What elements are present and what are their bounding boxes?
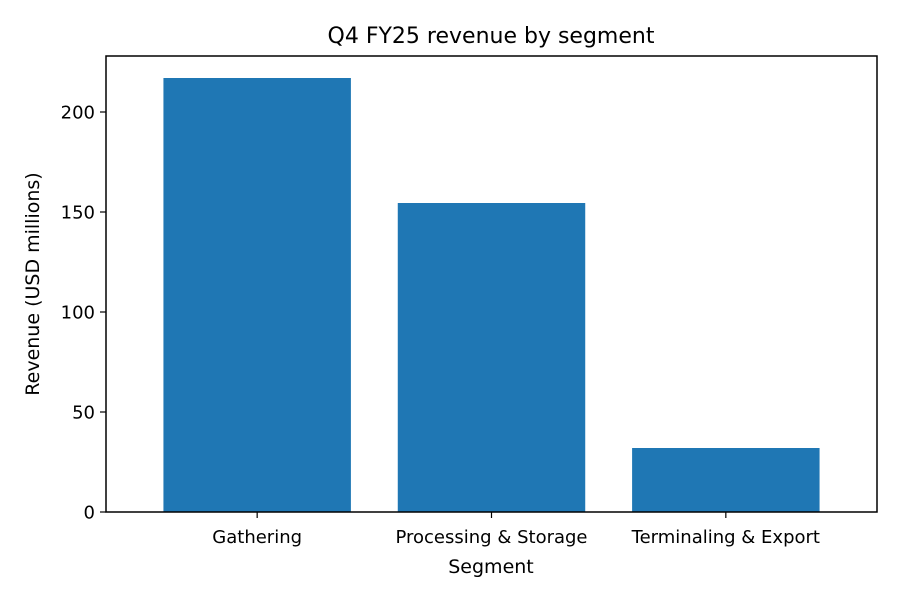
bar-processing-storage <box>397 203 586 512</box>
chart-title: Q4 FY25 revenue by segment <box>328 24 655 49</box>
x-tick-label: Processing & Storage <box>395 527 587 548</box>
x-tick-label: Gathering <box>212 527 302 548</box>
plot-area: Gathering Processing & Storage Terminaling… <box>61 78 820 548</box>
y-tick-label: 50 <box>72 403 95 424</box>
x-axis-label: Segment <box>448 556 534 578</box>
y-tick-label: 100 <box>61 303 95 324</box>
y-tick-label: 200 <box>61 103 95 124</box>
bar-terminaling-export <box>632 448 820 512</box>
x-tick-label: Terminaling & Export <box>631 527 820 548</box>
y-tick-label: 150 <box>61 203 95 224</box>
y-tick-label: 0 <box>84 503 95 524</box>
plot-frame <box>105 55 878 513</box>
y-axis-label: Revenue (USD millions) <box>22 172 44 395</box>
bar-gathering <box>163 78 351 512</box>
